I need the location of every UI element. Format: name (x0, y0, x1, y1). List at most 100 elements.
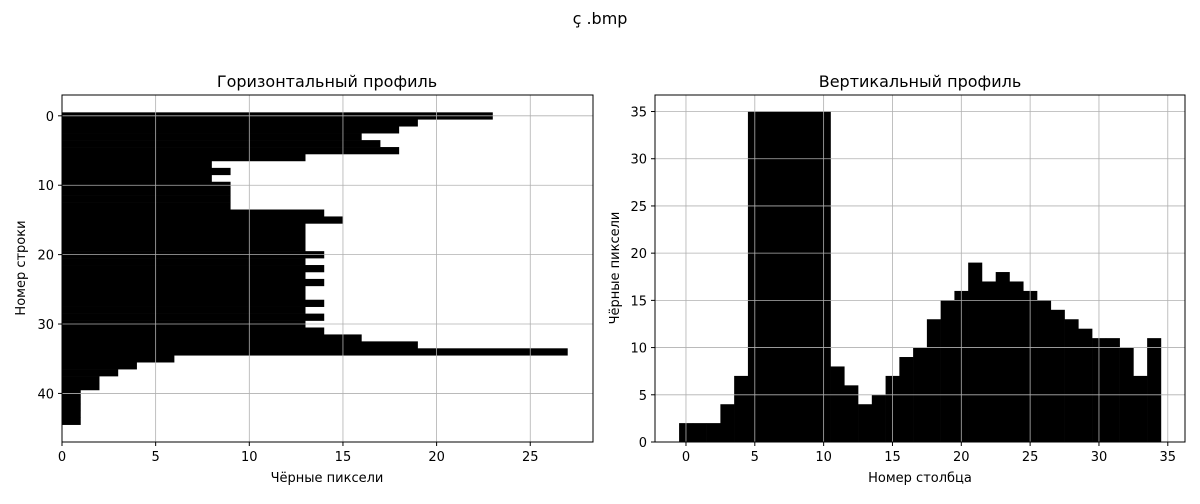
bar (62, 327, 325, 335)
bar (1105, 338, 1120, 442)
bar (62, 153, 306, 162)
y-tick-label: 30 (630, 153, 647, 168)
plot-frame (654, 94, 1186, 443)
y-tick-label: 20 (630, 247, 647, 262)
chart-title: Вертикальный профиль (819, 72, 1022, 91)
bar (62, 334, 362, 342)
bar (62, 258, 306, 266)
bar (62, 202, 231, 210)
bar (62, 278, 325, 287)
bar (734, 375, 749, 442)
bar (706, 423, 721, 442)
bar (789, 111, 804, 443)
x-tick-label: 0 (58, 450, 66, 465)
bar (62, 306, 306, 314)
bar (62, 174, 212, 183)
horizontal-profile-chart: Горизонтальный профиль 0 5 10 15 20 25 0 10 20 30… (14, 72, 594, 486)
bar (62, 244, 306, 252)
y-tick-label: 10 (630, 342, 647, 357)
y-tick-label: 25 (630, 200, 647, 215)
bar (62, 209, 325, 217)
bar (1037, 300, 1052, 442)
bar (62, 147, 400, 155)
bar (830, 366, 845, 442)
x-tick-label: 0 (682, 450, 690, 465)
bar (62, 355, 175, 363)
bar (62, 362, 137, 370)
y-tick-label: 10 (37, 179, 54, 194)
bar (981, 281, 997, 442)
bar (62, 160, 212, 169)
bar (1009, 281, 1024, 442)
bar (844, 385, 859, 442)
y-tick-label: 40 (37, 387, 54, 402)
y-tick-label: 0 (46, 110, 54, 125)
bar (968, 262, 983, 442)
x-axis-label: Чёрные пиксели (271, 471, 384, 486)
bar (692, 423, 707, 442)
bar (775, 111, 790, 443)
x-tick-label: 30 (1091, 450, 1108, 465)
bar (62, 369, 119, 377)
x-tick-label: 15 (335, 450, 352, 465)
bar (1078, 328, 1093, 442)
bar (62, 188, 231, 196)
bar (871, 394, 886, 442)
x-tick-label: 25 (1022, 450, 1039, 465)
x-tick-label: 10 (815, 450, 832, 465)
y-tick-label: 35 (630, 106, 647, 121)
x-tick-label: 25 (522, 450, 539, 465)
bar (1064, 319, 1079, 442)
x-tick-label: 15 (884, 450, 901, 465)
y-axis-label: Номер строки (14, 220, 29, 315)
x-tick-label: 5 (152, 450, 160, 465)
bar (858, 404, 873, 442)
y-tick-label: 30 (37, 318, 54, 333)
y-tick-label: 5 (639, 389, 647, 404)
x-tick-label: 20 (428, 450, 445, 465)
y-tick-label: 0 (639, 436, 647, 451)
y-tick-label: 20 (37, 249, 54, 264)
bar (899, 357, 914, 442)
bar (62, 230, 306, 238)
bar (62, 195, 231, 203)
plot-frame (61, 94, 594, 443)
bar (1133, 375, 1148, 442)
bar (62, 383, 100, 391)
bar (62, 167, 231, 176)
vertical-profile-chart: Вертикальный профиль 0 5 10 15 20 25 30 35 0 5 10 1… (608, 72, 1186, 486)
bar (995, 272, 1010, 442)
bar (62, 376, 100, 384)
bar (62, 285, 306, 294)
bar (62, 223, 306, 231)
figure-suptitle: ҫ .bmp (573, 9, 628, 28)
x-tick-label: 20 (953, 450, 970, 465)
bar (802, 111, 818, 443)
bar (62, 313, 325, 321)
bar (62, 140, 381, 148)
y-tick-label: 15 (630, 294, 647, 309)
bar (62, 119, 418, 127)
bar (62, 403, 81, 412)
x-tick-label: 5 (751, 450, 759, 465)
x-tick-label: 35 (1160, 450, 1177, 465)
bar (62, 133, 362, 141)
bar (62, 348, 568, 356)
bar (1147, 338, 1162, 442)
bar (62, 216, 343, 224)
bar (62, 341, 418, 349)
bar (62, 271, 306, 280)
bar (62, 292, 306, 301)
chart-title: Горизонтальный профиль (217, 72, 437, 91)
bar (62, 396, 81, 405)
bar (761, 111, 776, 443)
y-axis-label: Чёрные пиксели (608, 212, 623, 325)
bar (62, 417, 81, 425)
bar (62, 299, 325, 307)
bar (940, 300, 955, 442)
x-tick-label: 10 (241, 450, 258, 465)
bar (926, 319, 941, 442)
bar (720, 404, 735, 442)
bar (1050, 309, 1065, 442)
